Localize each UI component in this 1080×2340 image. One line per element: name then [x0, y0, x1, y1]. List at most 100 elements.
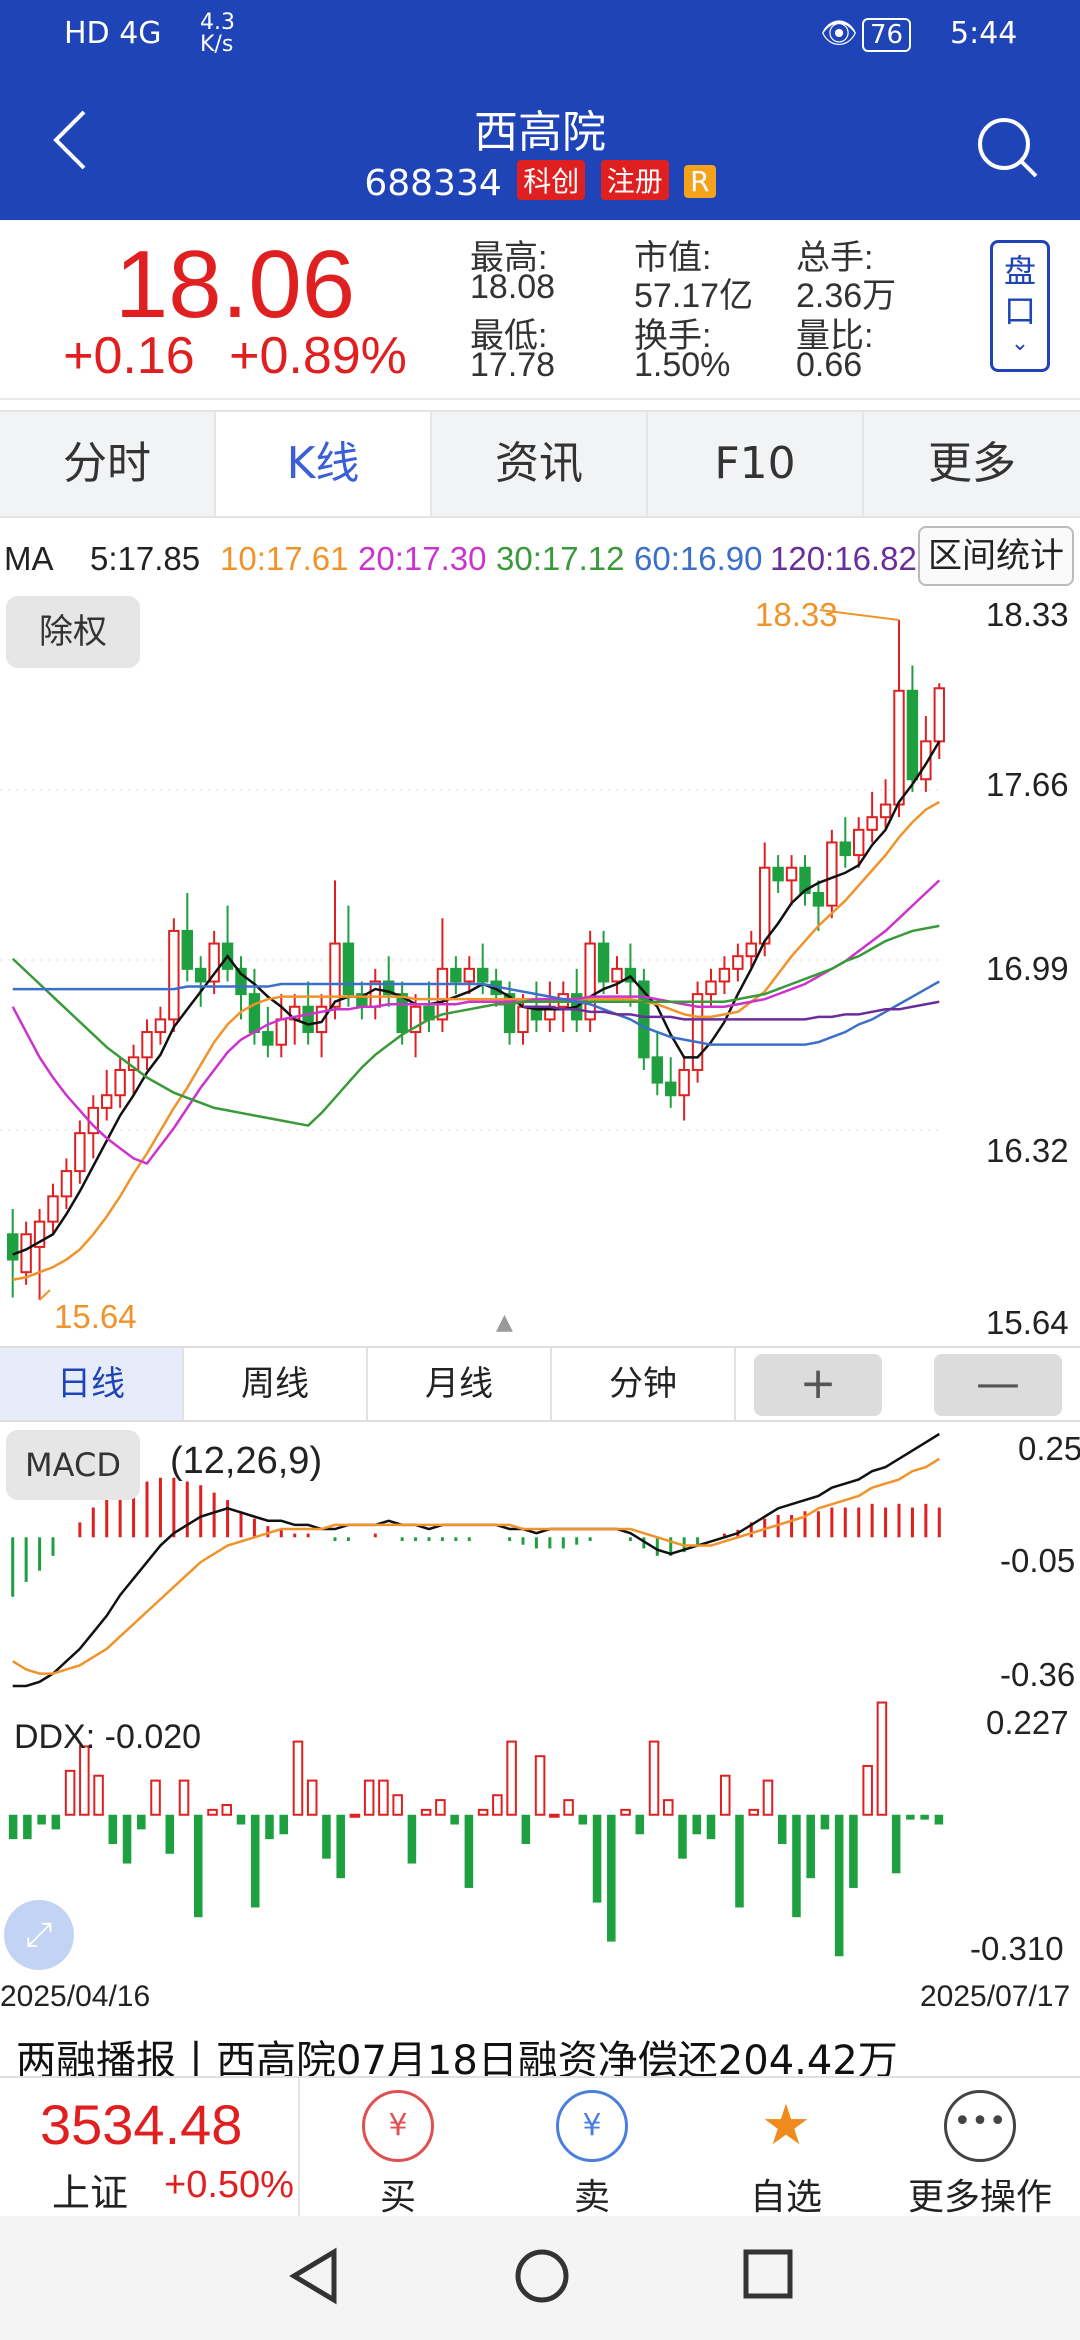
- ddx-bar-negative: [706, 1814, 716, 1840]
- ddx-bar-negative: [165, 1814, 175, 1854]
- ddx-label: DDX: -0.020: [14, 1718, 202, 1756]
- candle-body: [477, 967, 489, 983]
- ddx-bar-negative: [834, 1814, 844, 1957]
- candle-body: [141, 1031, 153, 1059]
- ddx-bar-positive: [79, 1745, 90, 1816]
- stat-high-label: 最高:: [470, 239, 548, 277]
- period-tab-minute[interactable]: 分钟: [552, 1348, 736, 1420]
- ddx-bar-positive: [620, 1808, 631, 1816]
- system-navigation-bar: [0, 2216, 1080, 2340]
- adjust-rights-button[interactable]: 除权: [6, 596, 140, 668]
- ddx-bar-negative: [265, 1814, 274, 1840]
- candle-body: [383, 980, 395, 996]
- period-tab-day[interactable]: 日线: [0, 1348, 184, 1420]
- ddx-bar-negative: [464, 1814, 474, 1888]
- stat-high-value: 18.08: [470, 268, 556, 306]
- ddx-bar-positive: [648, 1740, 660, 1816]
- ma120-value: 120:16.82: [770, 540, 917, 577]
- index-quote[interactable]: 3534.48 上证 +0.50%: [0, 2078, 300, 2218]
- period-tab-week[interactable]: 周线: [184, 1348, 368, 1420]
- candle-body: [315, 1005, 328, 1034]
- kline-chart[interactable]: [0, 590, 1080, 1340]
- ddx-bar-negative: [578, 1814, 588, 1825]
- candle-body: [436, 967, 449, 1021]
- macd-params: (12,26,9): [170, 1440, 323, 1482]
- candle-body: [74, 1132, 86, 1173]
- ddx-chart[interactable]: [0, 1698, 1080, 1970]
- candle-body: [208, 942, 220, 983]
- candle-body: [611, 967, 623, 983]
- expand-icon[interactable]: ⤢: [4, 1900, 74, 1970]
- sell-button[interactable]: ¥ 卖: [494, 2078, 690, 2218]
- ddx-axis-tick: 0.227: [986, 1704, 1069, 1741]
- tab-f10[interactable]: F10: [648, 412, 864, 516]
- nav-home-icon[interactable]: [512, 2246, 572, 2306]
- price-axis-tick: 17.66: [986, 766, 1069, 803]
- back-arrow-icon[interactable]: [50, 108, 90, 170]
- sell-cart-icon: ¥: [556, 2090, 628, 2162]
- candle-body: [732, 955, 744, 970]
- nav-back-icon[interactable]: [286, 2246, 346, 2306]
- price-axis-tick: 16.32: [986, 1132, 1069, 1169]
- zoom-in-button[interactable]: +: [754, 1354, 882, 1416]
- candle-body: [759, 866, 771, 945]
- ddx-axis-tick: -0.310: [970, 1930, 1064, 1967]
- price-axis-tick: 15.64: [986, 1304, 1069, 1341]
- range-stats-button[interactable]: 区间统计: [918, 526, 1074, 586]
- ddx-bar-negative: [521, 1814, 531, 1845]
- current-price: 18.06: [114, 231, 356, 338]
- index-name: 上证: [52, 2171, 129, 2215]
- macd-indicator-button[interactable]: MACD: [6, 1430, 140, 1500]
- ddx-bar-negative: [777, 1814, 787, 1845]
- order-book-button[interactable]: 盘口 ⌄: [990, 240, 1050, 372]
- macd-dif-line: [12, 1432, 940, 1688]
- ddx-bar-negative: [891, 1814, 901, 1874]
- ddx-bar-negative: [51, 1814, 61, 1830]
- buy-button[interactable]: ¥ 买: [300, 2078, 496, 2218]
- ddx-bar-positive: [221, 1803, 233, 1816]
- ddx-bar-positive: [349, 1813, 361, 1818]
- buy-cart-icon: ¥: [362, 2090, 434, 2162]
- sell-label: 卖: [573, 2177, 610, 2218]
- period-tab-month[interactable]: 月线: [368, 1348, 552, 1420]
- more-actions-button[interactable]: ••• 更多操作: [882, 2078, 1078, 2218]
- candle-body: [853, 828, 865, 857]
- candle-body: [517, 1005, 529, 1034]
- ddx-bar-negative: [336, 1814, 345, 1879]
- tag-star-market: 科创: [517, 160, 586, 200]
- ma60-value: 60:16.90: [634, 540, 763, 577]
- ddx-bar-positive: [178, 1779, 190, 1816]
- nav-recents-icon[interactable]: [742, 2248, 798, 2304]
- ddx-bar-positive: [64, 1769, 76, 1816]
- ddx-bar-negative: [806, 1814, 815, 1879]
- status-time: 5:44: [950, 16, 1018, 51]
- ddx-bar-negative: [122, 1814, 132, 1864]
- ma-line-ma20: [11, 879, 941, 1165]
- tab-news[interactable]: 资讯: [432, 412, 648, 516]
- ddx-bar-positive: [420, 1808, 432, 1816]
- macd-chart[interactable]: [0, 1424, 1080, 1696]
- tab-more[interactable]: 更多: [928, 438, 1016, 489]
- ddx-bar-positive: [363, 1779, 375, 1816]
- ddx-bar-positive: [378, 1779, 389, 1816]
- collapse-arrow-icon[interactable]: ▲: [496, 1310, 513, 1335]
- buy-label: 买: [379, 2177, 416, 2218]
- candle-body: [665, 1081, 677, 1097]
- candle-body: [409, 1005, 422, 1034]
- candle-body: [839, 841, 851, 857]
- watchlist-button[interactable]: ★ 自选: [688, 2078, 884, 2218]
- more-actions-label: 更多操作: [907, 2177, 1052, 2218]
- tab-kline[interactable]: K线: [216, 412, 432, 516]
- stock-code-line: 688334 科创 注册 R: [0, 160, 1080, 204]
- candle-body: [20, 1233, 32, 1274]
- tag-registered: 注册: [600, 160, 669, 200]
- ma20-value: 20:17.30: [358, 540, 487, 577]
- ddx-bar-negative: [108, 1814, 118, 1845]
- date-start: 2025/04/16: [0, 1980, 151, 2013]
- zoom-out-button[interactable]: —: [934, 1354, 1062, 1416]
- stat-mcap-value: 57.17亿: [634, 277, 754, 315]
- search-icon[interactable]: [976, 116, 1038, 178]
- tab-timeshare[interactable]: 分时: [0, 412, 216, 516]
- index-value: 3534.48: [40, 2093, 243, 2156]
- candle-body: [302, 1005, 314, 1034]
